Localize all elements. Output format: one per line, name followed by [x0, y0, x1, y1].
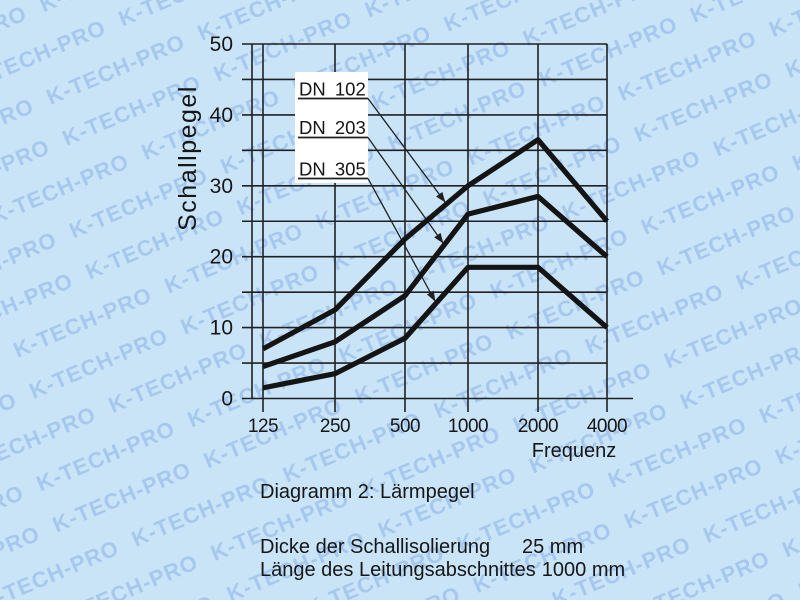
- caption-length-value: 1000 mm: [541, 559, 626, 581]
- y-tick-label: 30: [210, 175, 233, 198]
- legend-pointer-arrow: [367, 98, 446, 203]
- y-tick-label: 20: [210, 246, 233, 269]
- legend-label: DN 305: [299, 159, 366, 180]
- x-tick-label: 1000: [448, 416, 488, 437]
- caption-insulation-value: 25 mm: [522, 536, 584, 558]
- legend-label: DN 102: [299, 79, 366, 100]
- y-tick-label: 40: [210, 104, 233, 127]
- x-tick-label: 500: [390, 416, 420, 437]
- legend-box: [295, 72, 368, 183]
- y-tick-label: 50: [210, 33, 233, 56]
- curve-dn-305: [262, 264, 609, 391]
- x-tick-label: 250: [320, 416, 350, 437]
- caption-length-label: Länge des Leitungsabschnittes: [260, 559, 536, 581]
- y-tick-label: 10: [210, 317, 233, 340]
- caption-length-row: Länge des Leitungsabschnittes 1000 mm: [260, 559, 680, 582]
- y-axis-title: Schallpegel: [174, 85, 202, 231]
- x-axis-title: Frequenz: [532, 440, 617, 462]
- x-tick-label: 4000: [587, 416, 627, 437]
- x-tick-label: 125: [248, 416, 278, 437]
- curve-dn-102: [261, 137, 609, 352]
- curve-dn-203: [262, 193, 609, 370]
- x-tick-label: 2000: [518, 416, 558, 437]
- caption-block: Diagramm 2: Lärmpegel Dicke der Schallis…: [260, 481, 680, 582]
- caption-insulation-label: Dicke der Schallisolierung: [260, 536, 491, 558]
- legend-pointer-arrow: [367, 137, 444, 244]
- diagram-caption: Diagramm 2: Lärmpegel: [260, 481, 475, 503]
- caption-insulation-row: Dicke der Schallisolierung 25 mm: [260, 536, 680, 559]
- y-tick-label: 0: [221, 388, 233, 411]
- legend-label: DN 203: [299, 117, 366, 138]
